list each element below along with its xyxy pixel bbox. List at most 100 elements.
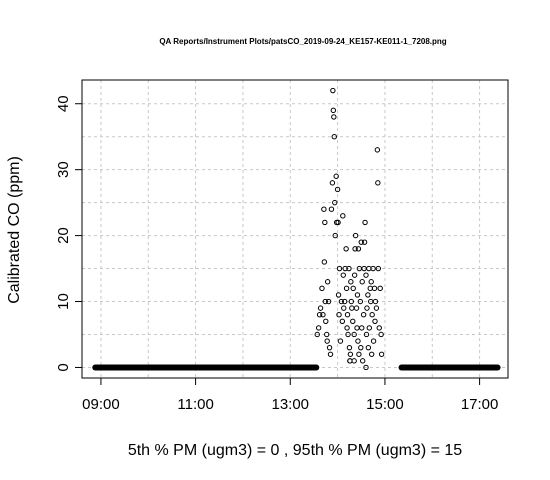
data-point	[321, 259, 328, 265]
data-point	[321, 206, 327, 212]
data-point	[327, 351, 334, 357]
data-point	[372, 318, 378, 325]
data-point	[377, 285, 383, 292]
data-point	[350, 318, 356, 325]
data-point	[317, 305, 324, 311]
x-tick-label: 09:00	[82, 396, 120, 413]
x-tick-label: 13:00	[271, 396, 309, 413]
data-point	[334, 186, 341, 193]
data-point	[336, 312, 342, 318]
data-point	[338, 298, 345, 305]
data-point	[370, 338, 377, 344]
data-point	[355, 338, 361, 344]
data-point	[357, 298, 364, 305]
data-point	[365, 344, 372, 351]
data-point	[330, 87, 336, 94]
data-point	[376, 325, 382, 331]
data-point	[324, 279, 331, 285]
y-axis: 0 10 20 30 40	[55, 95, 83, 372]
data-point	[359, 279, 365, 285]
data-point	[342, 265, 348, 272]
data-points	[313, 87, 385, 371]
data-point	[333, 173, 339, 179]
data-point	[352, 246, 358, 252]
data-point	[336, 265, 343, 272]
data-point	[358, 239, 364, 245]
data-point	[359, 358, 366, 364]
data-point	[337, 338, 344, 344]
x-axis: 09:00 11:00 13:00 15:00 17:00	[82, 377, 499, 413]
data-point	[331, 133, 337, 140]
data-point	[375, 180, 381, 186]
data-point	[375, 265, 382, 272]
data-point	[339, 318, 346, 325]
data-point	[346, 265, 352, 272]
data-point	[378, 351, 385, 357]
data-point	[365, 292, 371, 298]
data-point	[325, 298, 332, 305]
data-point	[351, 272, 358, 278]
data-point	[330, 107, 337, 114]
data-point	[363, 272, 369, 278]
data-point	[329, 180, 336, 186]
data-point	[378, 331, 384, 338]
data-point	[340, 272, 346, 278]
data-point	[348, 298, 355, 305]
data-point	[332, 232, 338, 239]
data-point	[348, 279, 354, 285]
data-point	[363, 364, 369, 371]
data-point	[314, 331, 320, 338]
data-point	[343, 285, 350, 292]
data-point	[316, 312, 323, 318]
data-point	[360, 312, 367, 318]
y-tick-label: 40	[55, 95, 72, 112]
data-point	[369, 312, 375, 318]
data-point	[362, 219, 368, 226]
y-axis-label: Calibrated CO (ppm)	[6, 156, 23, 304]
data-point	[345, 331, 351, 338]
data-point	[350, 285, 356, 292]
data-point	[351, 331, 357, 338]
data-point	[368, 279, 374, 285]
data-point	[354, 292, 361, 298]
data-point	[326, 344, 333, 351]
data-point	[344, 325, 350, 331]
data-point	[368, 351, 375, 357]
data-point	[364, 305, 370, 311]
data-point	[373, 305, 380, 311]
data-point	[358, 344, 364, 351]
data-point	[335, 292, 342, 298]
data-point	[315, 325, 322, 331]
data-point	[344, 312, 351, 318]
data-point	[343, 246, 349, 252]
data-point	[374, 147, 381, 153]
data-point	[372, 298, 379, 305]
data-point	[356, 351, 362, 357]
data-point	[319, 285, 325, 292]
data-point	[340, 213, 346, 219]
data-point	[347, 351, 354, 357]
x-tick-label: 17:00	[461, 396, 499, 413]
data-point	[328, 206, 335, 212]
x-tick-label: 11:00	[177, 396, 213, 413]
data-point	[351, 358, 357, 364]
y-tick-label: 30	[55, 161, 72, 178]
data-point	[353, 305, 360, 311]
x-tick-label: 15:00	[366, 396, 404, 413]
data-point	[320, 312, 326, 318]
x-axis-label: 5th % PM (ugm3) = 0 , 95th % PM (ugm3) =…	[128, 442, 462, 459]
data-point	[366, 325, 373, 331]
data-point	[370, 265, 376, 272]
data-point	[359, 325, 365, 331]
data-point	[313, 364, 319, 371]
data-point	[342, 298, 348, 305]
data-point	[335, 219, 341, 226]
data-point	[324, 331, 330, 338]
data-point	[355, 246, 362, 252]
data-point	[323, 318, 329, 325]
data-point	[346, 344, 353, 351]
data-point	[331, 114, 337, 120]
data-point	[324, 338, 330, 344]
data-point	[371, 285, 378, 292]
